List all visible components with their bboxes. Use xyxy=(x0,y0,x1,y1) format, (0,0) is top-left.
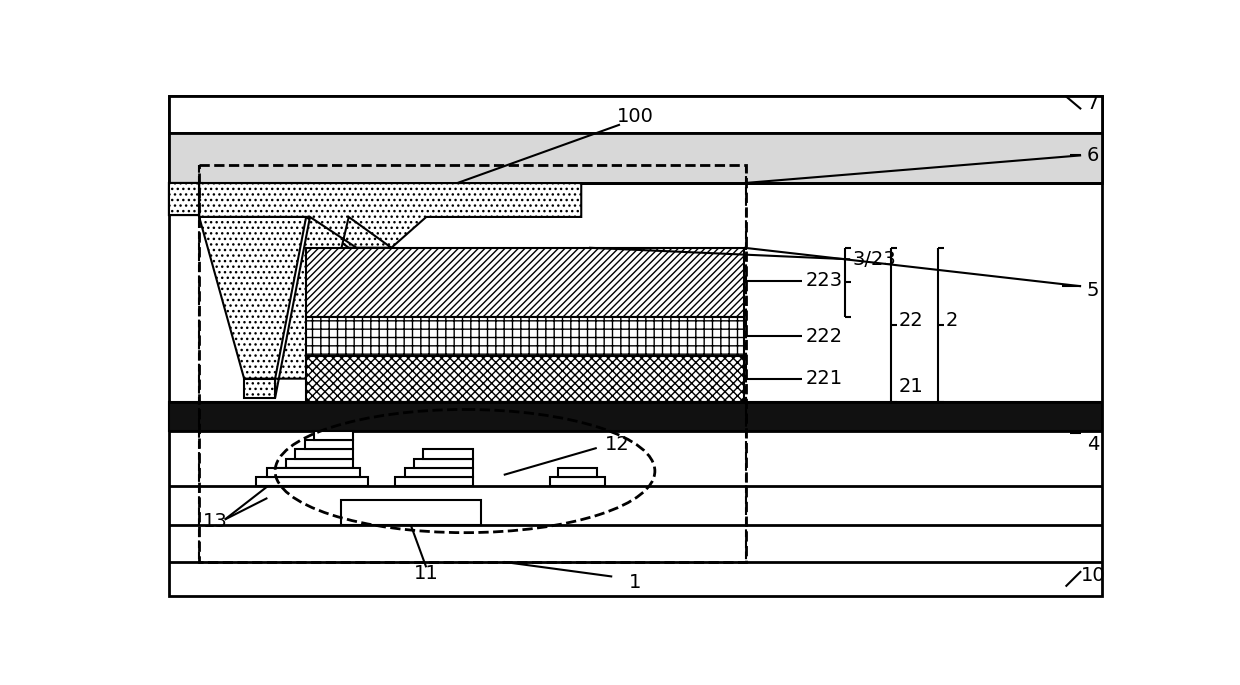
Polygon shape xyxy=(200,217,306,379)
Text: 3/23: 3/23 xyxy=(853,250,897,269)
Text: 22: 22 xyxy=(899,312,924,330)
Text: 6: 6 xyxy=(1086,146,1099,165)
Bar xyxy=(558,468,596,477)
Text: 221: 221 xyxy=(806,369,843,388)
Bar xyxy=(286,459,352,468)
Bar xyxy=(268,477,352,486)
Text: 13: 13 xyxy=(203,512,228,531)
Bar xyxy=(169,133,1102,183)
Text: 222: 222 xyxy=(806,327,843,346)
Bar xyxy=(306,356,744,401)
Bar xyxy=(341,500,481,525)
Text: 21: 21 xyxy=(899,377,924,396)
Bar xyxy=(306,248,744,317)
Bar xyxy=(414,459,472,468)
Text: 1: 1 xyxy=(630,573,641,593)
Bar xyxy=(305,440,352,449)
Bar xyxy=(295,449,352,459)
Polygon shape xyxy=(244,379,275,398)
Bar xyxy=(396,477,472,486)
Text: 7: 7 xyxy=(1086,95,1099,113)
Bar xyxy=(169,183,310,215)
Bar xyxy=(314,431,352,440)
Bar xyxy=(404,468,472,477)
Bar xyxy=(277,468,352,477)
Bar xyxy=(169,183,201,215)
Text: 10: 10 xyxy=(1080,566,1105,584)
Text: 11: 11 xyxy=(414,564,439,583)
Polygon shape xyxy=(200,183,582,248)
Text: 100: 100 xyxy=(618,108,653,126)
Bar xyxy=(169,183,200,215)
Text: 5: 5 xyxy=(1086,281,1099,299)
Text: 12: 12 xyxy=(605,434,629,453)
Bar xyxy=(268,468,361,477)
Text: 223: 223 xyxy=(806,271,843,290)
Bar xyxy=(306,317,744,356)
Bar xyxy=(423,449,472,459)
Bar xyxy=(169,96,1102,133)
Bar xyxy=(255,477,368,486)
Text: 4: 4 xyxy=(1086,434,1099,453)
Polygon shape xyxy=(275,217,392,398)
Bar xyxy=(200,165,745,562)
Bar xyxy=(169,401,1102,431)
Bar xyxy=(551,477,605,486)
Text: 2: 2 xyxy=(945,312,957,330)
